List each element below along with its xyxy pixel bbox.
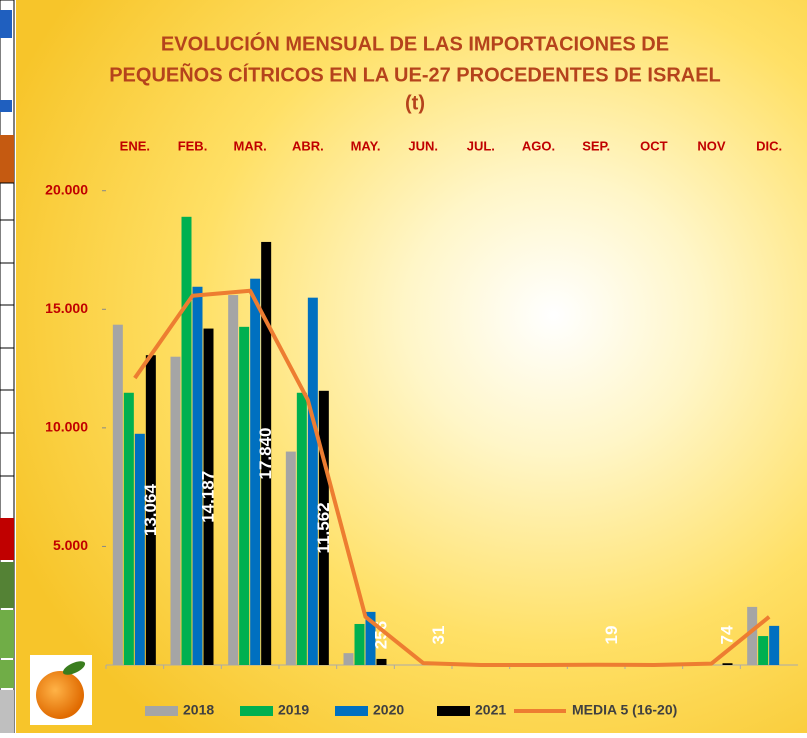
x-tick-label: NOV (697, 138, 726, 153)
x-tick-label: DIC. (756, 138, 782, 153)
legend-swatch (437, 706, 470, 716)
bar (769, 626, 779, 665)
data-label: 13.064 (141, 484, 160, 537)
y-tick-label: 5.000 (53, 537, 88, 553)
x-tick-label: ENE. (120, 138, 150, 153)
x-tick-label: ABR. (292, 138, 324, 153)
bar (182, 217, 192, 665)
chart-title: (t) (405, 92, 425, 114)
bar (171, 357, 181, 665)
bar (113, 325, 123, 665)
bar (344, 653, 354, 665)
legend-label: MEDIA 5 (16-20) (572, 702, 677, 718)
left-fragments (0, 0, 14, 733)
bar (758, 636, 768, 665)
x-tick-label: MAY. (351, 138, 381, 153)
x-tick-label: SEP. (582, 138, 610, 153)
data-label: 14.187 (198, 471, 217, 523)
bar (377, 659, 387, 665)
x-tick-label: MAR. (234, 138, 267, 153)
legend-swatch (240, 706, 273, 716)
legend-label: 2021 (475, 702, 506, 718)
bar (239, 327, 249, 665)
legend-label: 2018 (183, 702, 214, 718)
data-label: 17.840 (256, 427, 275, 479)
bar (286, 452, 296, 665)
bar (124, 393, 134, 665)
bar (723, 663, 733, 665)
data-label: 19 (602, 626, 621, 645)
chart-title: PEQUEÑOS CÍTRICOS EN LA UE-27 PROCEDENTE… (109, 63, 721, 86)
legend-swatch (145, 706, 178, 716)
legend-label: 2019 (278, 702, 309, 718)
bar (135, 434, 145, 665)
x-tick-label: JUN. (408, 138, 438, 153)
bar (228, 295, 238, 665)
x-tick-label: OCT (640, 138, 668, 153)
legend-swatch (335, 706, 368, 716)
legend-label: 2020 (373, 702, 404, 718)
y-tick-label: 10.000 (45, 419, 88, 435)
x-tick-label: AGO. (522, 138, 555, 153)
x-tick-label: JUL. (467, 138, 495, 153)
data-label: 31 (429, 626, 448, 645)
chart-title: EVOLUCIÓN MENSUAL DE LAS IMPORTACIONES D… (161, 31, 669, 55)
bar (297, 393, 307, 665)
orange-icon (30, 655, 92, 725)
y-tick-label: 15.000 (45, 300, 88, 316)
data-label: 11.562 (314, 502, 333, 553)
x-tick-label: FEB. (178, 138, 208, 153)
bar (308, 298, 318, 665)
data-label: 74 (717, 625, 736, 644)
bar (355, 624, 365, 665)
y-tick-label: 20.000 (45, 181, 88, 197)
